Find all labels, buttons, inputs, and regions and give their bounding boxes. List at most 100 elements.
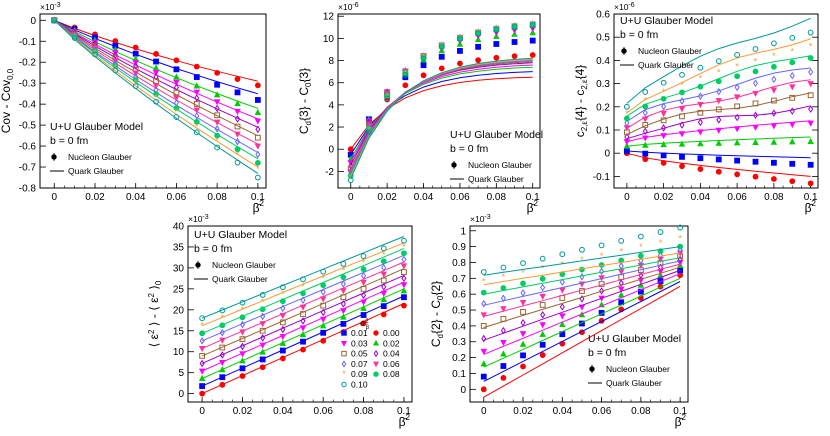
sigma-legend-marker [341,381,347,388]
nucleon-point [493,41,500,47]
x-tick-label: 0.04 [691,192,711,203]
nucleon-point [153,58,159,65]
nucleon-point [320,337,327,344]
nucleon-point: * [561,259,565,269]
nucleon-point [239,351,246,358]
nucleon-point [259,364,266,371]
nucleon-point [716,87,722,96]
nucleon-point [716,116,722,124]
x-tick-label: 0.02 [513,406,533,417]
nucleon-point: * [680,80,684,90]
nucleon-point [219,337,226,344]
nucleon-point [279,284,286,291]
nucleon-point [194,112,200,120]
nucleon-point [623,147,630,154]
nucleon-point [340,320,347,327]
nucleon-point [807,137,814,145]
nucleon-point [660,152,667,159]
x-tick-label: 0.1 [804,192,818,203]
nucleon-point [260,312,266,321]
nucleon-point [715,127,722,134]
nucleon-point [214,132,221,139]
nucleon-point [152,64,160,71]
nucleon-point: * [154,92,158,102]
nucleon-point: * [600,251,604,261]
nucleon-point [493,54,500,61]
x-tick-label: 0.08 [764,192,784,203]
nucleon-point [642,89,649,95]
nucleon-point [697,166,704,172]
nucleon-point [219,381,226,388]
nucleon-point [678,106,686,113]
nucleon-point [752,158,759,165]
nucleon-point [734,83,740,92]
nucleon-point [500,264,507,271]
nucleon-point [380,295,387,303]
axis-exponent: ×10-6 [338,2,359,12]
y-tick-label: -0.1 [19,37,37,48]
y-tick-label: 2 [328,123,334,134]
nucleon-point [752,138,759,146]
model-title: U+U Glauber Model [588,333,681,345]
nucleon-point [193,129,200,136]
model-title: U+U Glauber Model [450,129,543,141]
quark-curve [483,257,681,295]
x-tick-label: 0.06 [727,192,747,203]
nucleon-point [401,294,407,301]
nucleon-point: * [482,276,486,286]
nucleon-point: * [134,78,138,88]
x-tick-label: 0.02 [85,192,105,203]
nucleon-point [500,326,506,335]
nucleon-point: * [195,121,199,131]
nucleon-point [153,51,159,57]
nucleon-point [213,91,221,98]
nucleon-point: * [440,41,444,51]
nucleon-point [637,252,644,259]
nucleon-point [677,224,684,231]
y-tick-label: -0.7 [19,163,37,174]
nucleon-point [173,105,180,111]
nucleon-point [420,55,427,62]
impact-parameter: b = 0 fm [194,243,232,255]
nucleon-point: * [236,150,240,160]
nucleon-point [380,271,387,278]
quark-curve [201,274,405,364]
quark-curve [483,252,681,286]
nucleon-point [255,125,261,134]
y-tick-label: 0.4 [596,56,610,67]
nucleon-point [153,91,159,97]
panel-4: 0 0.02 0.04 0.06 0.08 0.10510152025303540×10-… [147,214,413,429]
nucleon-point [153,98,159,105]
nucleon-point [360,279,367,287]
nucleon-point [642,127,648,136]
model-title: U+U Glauber Model [50,121,143,133]
nucleon-point [402,71,409,78]
nucleon-point [234,131,241,138]
x-tick-label: 0.06 [313,406,333,417]
nucleon-point: * [659,238,663,248]
sigma-legend-label: 0.08 [383,369,400,379]
nucleon-point [807,120,814,127]
nucleon-point [420,53,427,60]
nucleon-point [234,137,241,146]
nucleon-point [199,383,206,389]
nucleon-point [340,261,347,267]
nucleon-point: * [404,68,408,78]
nucleon-point [520,260,526,267]
nucleon-point: * [735,62,739,72]
nucleon-point [360,304,367,311]
nucleon-point [770,63,777,70]
nucleon-point [697,140,704,147]
nucleon-point [678,131,686,138]
nucleon-point: * [458,33,462,43]
nucleon-point [401,269,407,275]
x-tick-label: 0.08 [354,406,374,417]
quark-curve [483,281,681,382]
nucleon-point [559,303,565,311]
nucleon-point [234,123,241,130]
nucleon-point [475,43,482,50]
y-tick-label: 1 [460,226,466,237]
nucleon-point [193,74,200,80]
nucleon-point [623,142,631,149]
nucleon-point [480,289,487,296]
